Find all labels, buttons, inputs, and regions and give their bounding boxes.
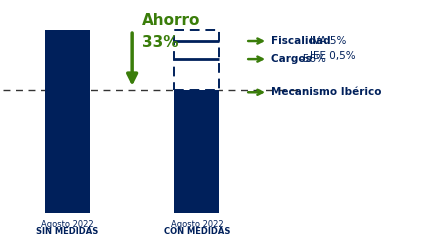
Text: SIN MEDIDAS: SIN MEDIDAS <box>36 227 98 236</box>
Bar <box>174 90 219 213</box>
Text: Fiscalidad: Fiscalidad <box>271 36 334 46</box>
Text: CON MEDIDAS: CON MEDIDAS <box>164 227 230 236</box>
Text: Agosto 2022: Agosto 2022 <box>170 220 223 229</box>
Text: IVA 5%: IVA 5% <box>310 36 346 46</box>
Bar <box>45 30 90 213</box>
Text: Mecanismo Ibérico: Mecanismo Ibérico <box>271 87 382 97</box>
Bar <box>174 30 219 90</box>
Text: 33%: 33% <box>142 35 178 50</box>
Text: -56%: -56% <box>299 54 326 64</box>
Text: Ahorro: Ahorro <box>142 13 200 28</box>
Text: Agosto 2022: Agosto 2022 <box>41 220 94 229</box>
Text: Cargos: Cargos <box>271 54 316 64</box>
Text: IEE 0,5%: IEE 0,5% <box>310 51 356 61</box>
